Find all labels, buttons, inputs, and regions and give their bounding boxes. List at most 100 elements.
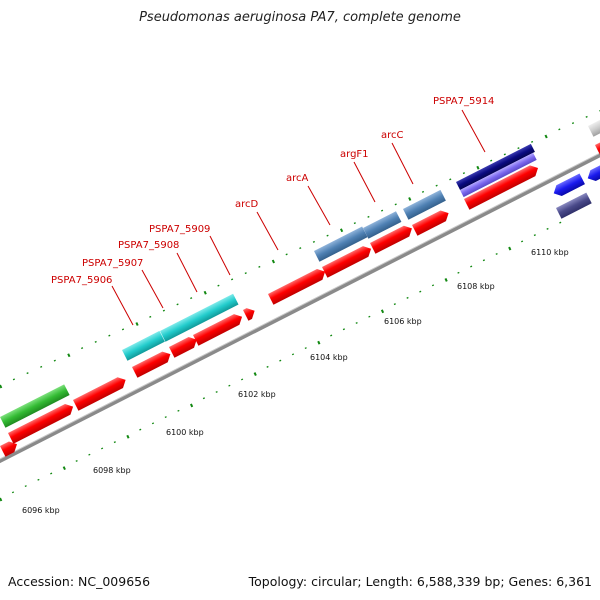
- ruler-major-tick: [0, 384, 3, 389]
- ruler-major-tick: [476, 165, 480, 170]
- ruler-major-tick: [339, 228, 344, 233]
- ruler-major-tick: [508, 246, 512, 251]
- ruler-minor-tick: [380, 209, 384, 212]
- ruler-minor-tick: [240, 378, 244, 381]
- ruler-minor-tick: [80, 347, 84, 350]
- gene-label[interactable]: PSPA7_5909: [149, 224, 210, 235]
- gene-arrow[interactable]: [268, 266, 328, 305]
- ruler-minor-tick: [406, 296, 409, 299]
- navy-gene-arrow[interactable]: [456, 143, 535, 191]
- grey-gene-arrow[interactable]: [588, 112, 600, 137]
- ruler-minor-tick: [53, 359, 56, 362]
- ruler-minor-tick: [285, 253, 288, 256]
- ruler-label: 6102 kbp: [238, 390, 276, 399]
- gene-label[interactable]: argF1: [340, 149, 369, 160]
- ruler-minor-tick: [503, 153, 506, 156]
- ruler-minor-tick: [279, 359, 282, 362]
- ruler-minor-tick: [571, 122, 575, 125]
- ruler-minor-tick: [342, 328, 345, 331]
- ruler-minor-tick: [530, 140, 534, 143]
- arcA-gene-arrow[interactable]: [363, 211, 402, 239]
- ruler-minor-tick: [462, 172, 465, 175]
- gene-label[interactable]: arcC: [381, 130, 404, 141]
- ruler-minor-tick: [419, 290, 422, 293]
- ruler-minor-tick: [517, 147, 520, 150]
- ruler-minor-tick: [266, 365, 269, 368]
- gene-arrow[interactable]: [193, 311, 245, 346]
- gene-label[interactable]: PSPA7_5908: [118, 240, 179, 251]
- gene-label[interactable]: arcA: [286, 173, 309, 184]
- gene-arrow[interactable]: [8, 401, 76, 444]
- ruler-major-tick: [444, 278, 448, 282]
- gene-label[interactable]: PSPA7_5914: [433, 96, 494, 107]
- ruler-label: 6096 kbp: [22, 506, 60, 515]
- ruler-minor-tick: [394, 203, 397, 206]
- ruler-minor-tick: [435, 184, 438, 187]
- gene-arrow[interactable]: [0, 439, 20, 457]
- ruler-minor-tick: [421, 190, 425, 193]
- ruler-minor-tick: [312, 240, 315, 243]
- ruler-minor-tick: [164, 416, 167, 419]
- ruler-minor-tick: [495, 252, 498, 255]
- ruler-minor-tick: [304, 347, 307, 350]
- gene-arrow[interactable]: [370, 223, 415, 254]
- ruler-label: 6100 kbp: [166, 428, 204, 437]
- ruler-minor-tick: [88, 453, 91, 456]
- ruler-minor-tick: [151, 422, 155, 425]
- genome-info-text: Topology: circular; Length: 6,588,339 bp…: [248, 574, 592, 589]
- ruler-minor-tick: [108, 334, 111, 337]
- ruler-minor-tick: [299, 247, 302, 250]
- arcC-gene-arrow[interactable]: [403, 189, 446, 220]
- ruler-label: 6108 kbp: [457, 282, 495, 291]
- ruler-major-tick: [271, 259, 275, 264]
- purple-gene-arrow[interactable]: [460, 152, 537, 198]
- green-gene-arrow[interactable]: [0, 384, 70, 428]
- gene-arrow[interactable]: [595, 135, 600, 156]
- ruler-minor-tick: [190, 297, 193, 300]
- ruler-minor-tick: [177, 409, 180, 412]
- gene-label[interactable]: arcD: [235, 199, 259, 210]
- ruler-major-tick: [67, 353, 71, 358]
- gene-arrow[interactable]: [169, 334, 199, 358]
- gene-arrow[interactable]: [464, 163, 541, 210]
- ruler-minor-tick: [26, 372, 29, 375]
- gene-arrow[interactable]: [132, 349, 173, 378]
- gene-arrow[interactable]: [243, 305, 257, 321]
- ruler-major-tick: [544, 134, 548, 139]
- genome-backbone-highlight: [0, 152, 600, 460]
- page-title: Pseudomonas aeruginosa PA7, complete gen…: [139, 10, 461, 25]
- ruler-labels: 6096 kbp 6098 kbp 6100 kbp 6102 kbp 6104…: [22, 248, 569, 515]
- ruler-minor-tick: [244, 272, 247, 275]
- ruler-minor-tick: [355, 321, 358, 324]
- gene-label[interactable]: PSPA7_5906: [51, 275, 112, 286]
- gene-labels: PSPA7_5906 PSPA7_5907 PSPA7_5908 PSPA7_5…: [51, 96, 494, 286]
- cyan-gene-arrow[interactable]: [160, 293, 239, 342]
- ruler-minor-tick: [113, 441, 116, 444]
- ruler-major-tick: [135, 322, 139, 326]
- ruler-major-tick: [126, 434, 130, 439]
- cyan-gene-arrow[interactable]: [122, 330, 165, 361]
- ruler-major-tick: [189, 403, 194, 408]
- reverse-genes: [551, 154, 600, 219]
- gene-label-lines: [111, 109, 486, 326]
- ruler-minor-tick: [326, 234, 329, 237]
- ruler-minor-tick: [533, 234, 536, 237]
- ruler-minor-tick: [202, 397, 205, 400]
- ruler-minor-tick: [470, 265, 473, 268]
- slate-gene-arrow[interactable]: [556, 192, 592, 219]
- arcD-gene-arrow[interactable]: [314, 226, 368, 262]
- ruler-major-tick: [203, 290, 207, 295]
- blue-gene-arrow[interactable]: [551, 173, 585, 198]
- gene-arrow[interactable]: [73, 375, 128, 411]
- gene-arrow[interactable]: [322, 243, 374, 278]
- ruler-minor-tick: [139, 428, 142, 431]
- ruler-major-tick: [317, 340, 321, 345]
- gene-arrow[interactable]: [412, 208, 451, 236]
- ruler-label: 6104 kbp: [310, 353, 348, 362]
- ruler-minor-tick: [368, 315, 371, 318]
- ruler-minor-tick: [75, 459, 78, 462]
- ruler-minor-tick: [40, 365, 43, 368]
- ruler-minor-tick: [50, 472, 53, 475]
- gene-label[interactable]: PSPA7_5907: [82, 258, 143, 269]
- blue-gene-arrow[interactable]: [585, 154, 600, 184]
